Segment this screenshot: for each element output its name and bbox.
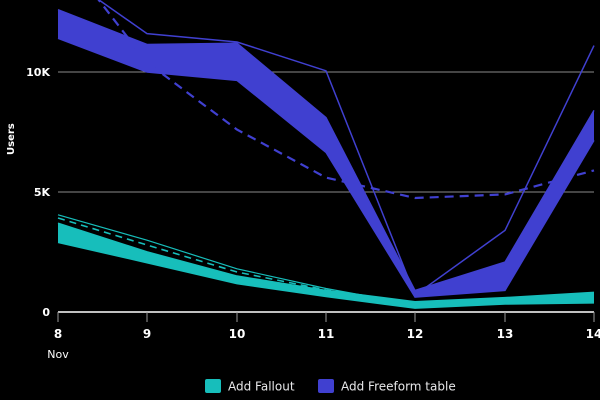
add-fallout-trend-line [57, 214, 595, 306]
x-tick-label-11: 11 [318, 327, 335, 341]
add-freeform-table-lower-line [57, 37, 595, 298]
legend-swatch-add-fallout [205, 379, 221, 393]
y-axis-title: Users [6, 123, 17, 155]
add-freeform-table-forecast-line [97, 0, 595, 200]
y-tick-label-0: 0 [42, 306, 50, 319]
series-add-fallout [57, 214, 595, 309]
y-axis-labels: 10K 5K 0 [26, 66, 50, 319]
x-axis-unit-label: Nov [47, 348, 69, 361]
x-tick-label-8: 8 [54, 327, 62, 341]
add-freeform-table-upper-line [57, 8, 595, 292]
legend-label-add-fallout: Add Fallout [228, 380, 295, 394]
chart-legend: Add Fallout Add Freeform table [205, 379, 456, 394]
y-tick-label-10k: 10K [26, 66, 50, 79]
x-tick-label-12: 12 [407, 327, 424, 341]
x-axis-ticks [57, 312, 595, 322]
legend-swatch-add-freeform-table [318, 379, 334, 393]
x-tick-label-9: 9 [143, 327, 151, 341]
add-freeform-table-band [58, 9, 594, 298]
series-add-freeform-table [57, 0, 595, 298]
x-tick-label-13: 13 [497, 327, 514, 341]
x-tick-label-14: 14 [586, 327, 600, 341]
x-axis-labels: 8 9 10 11 12 13 14 [54, 327, 600, 341]
add-fallout-lower-line [57, 241, 595, 309]
legend-item-add-fallout[interactable]: Add Fallout [205, 379, 295, 394]
legend-label-add-freeform-table: Add Freeform table [341, 380, 456, 394]
add-freeform-table-trend-line [97, 0, 595, 297]
add-fallout-band [58, 223, 594, 309]
x-tick-label-10: 10 [229, 327, 246, 341]
add-fallout-forecast-line [57, 217, 595, 304]
legend-item-add-freeform-table[interactable]: Add Freeform table [318, 379, 456, 394]
y-tick-label-5k: 5K [34, 186, 51, 199]
